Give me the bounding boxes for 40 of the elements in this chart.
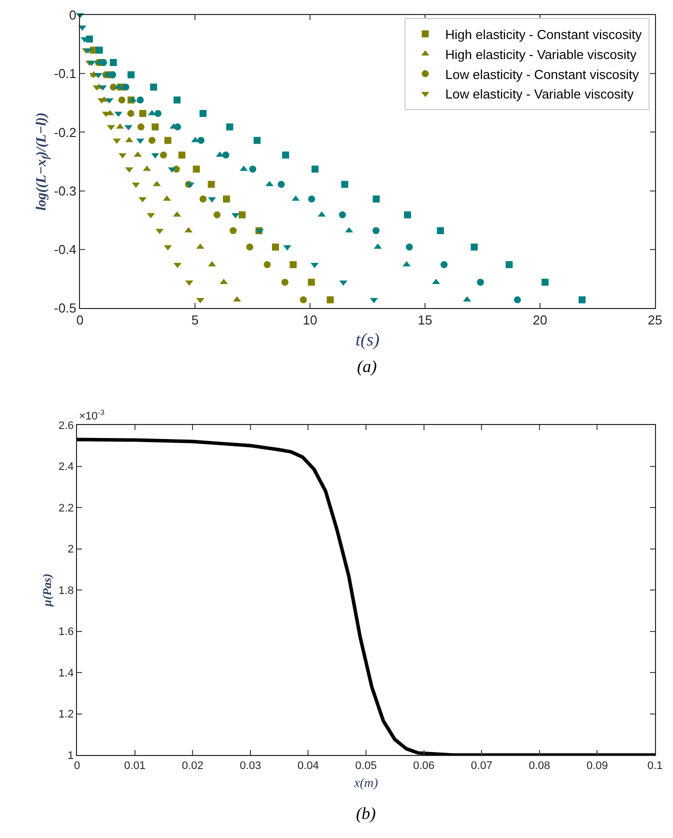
x-tick-label: 0.08 [528, 760, 550, 772]
text: ×10$^{-3}$ [79, 408, 105, 423]
x-tick-label: 0.02 [182, 760, 204, 772]
y-tick-label: -0.2 [54, 124, 76, 140]
x-tick-label: 5 [191, 312, 199, 328]
y-tick-label: -0.1 [54, 66, 76, 82]
y-tick-label: 2.6 [58, 420, 74, 432]
x-tick-label: 15 [418, 312, 432, 328]
x-tick-label: 25 [648, 312, 662, 328]
text: (b) [356, 804, 376, 823]
x-axis-title: t(s) [356, 330, 380, 350]
x-tick-label: 0.06 [413, 760, 435, 772]
y-tick-label: -0.5 [54, 300, 76, 316]
y-axis-title: μ(Pas) [40, 574, 54, 608]
y-tick-label: 0 [69, 8, 76, 23]
text: (a) [357, 357, 378, 376]
y-tick-label: 1.4 [58, 667, 74, 680]
x-axis-title: x(m) [353, 774, 378, 790]
x-tick-label: 20 [532, 312, 548, 328]
x-tick-label: 0.03 [240, 760, 262, 772]
y-tick-label: 1 [68, 750, 74, 762]
legend-label: Low elasticity - Variable viscosity [445, 86, 634, 102]
y-tick-label: 2.4 [58, 461, 74, 474]
legend-label: Low elasticity - Constant viscosity [445, 66, 640, 82]
x-tick-label: 0.01 [124, 760, 146, 772]
x-tick-label: 0.1 [647, 760, 663, 772]
y-tick-label: 1.6 [58, 626, 74, 638]
x-tick-label: 0.05 [355, 760, 377, 772]
legend-label: High elasticity - Constant viscosity [445, 26, 642, 42]
y-tick-label: -0.3 [54, 183, 76, 198]
y-tick-label: -0.4 [54, 242, 76, 257]
x-tick-label: 0.07 [470, 760, 492, 772]
legend-label: High elasticity - Variable viscosity [445, 46, 637, 62]
y-tick-label: 1.8 [58, 584, 74, 597]
x-tick-label: 0.09 [586, 760, 608, 772]
x-tick-label: 0.04 [297, 760, 319, 772]
y-tick-label: 2 [68, 544, 74, 556]
y-tick-label: 1.2 [58, 708, 74, 721]
y-tick-label: 2.2 [58, 502, 74, 514]
x-tick-label: 10 [302, 312, 318, 328]
